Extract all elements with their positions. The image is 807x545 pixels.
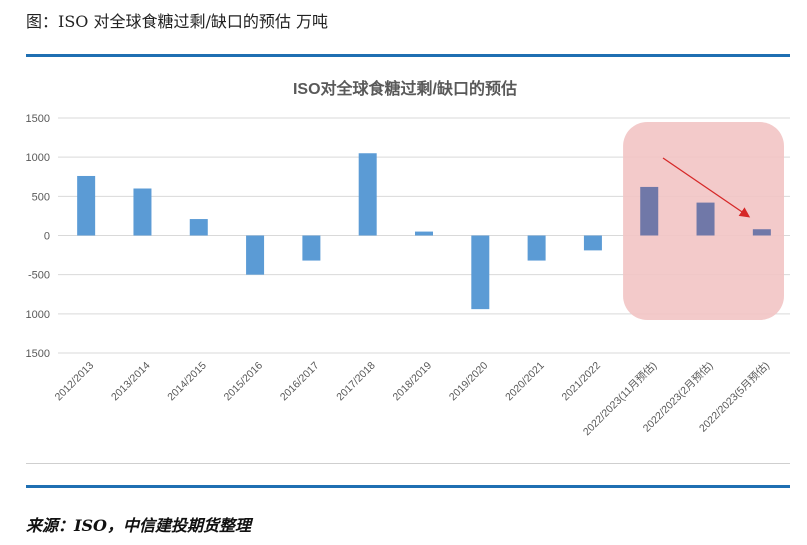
x-tick-label: 2015/2016 [222, 360, 266, 404]
bar [471, 235, 490, 310]
bar [527, 235, 546, 261]
x-tick-label: 2020/2021 [503, 360, 547, 404]
top-rule [26, 54, 790, 57]
x-tick-label: 2018/2019 [391, 360, 435, 404]
y-tick-label: 1000 [26, 152, 50, 164]
bar [77, 175, 96, 236]
y-tick-label: 1500 [26, 348, 50, 360]
bar [189, 219, 208, 236]
bottom-rule [26, 485, 790, 488]
x-tick-label: 2021/2022 [559, 360, 603, 404]
trend-arrow [662, 157, 751, 218]
x-tick-label: 2012/2013 [53, 360, 97, 404]
bar [302, 235, 321, 261]
bar [752, 229, 771, 236]
bar [246, 235, 265, 275]
bar [583, 235, 602, 251]
bar [640, 186, 659, 236]
bar [415, 231, 433, 236]
bar [696, 202, 715, 236]
source-note: 来源：ISO，中信建投期货整理 [26, 516, 251, 535]
x-tick-label: 2016/2017 [278, 360, 322, 404]
y-axis-ticks: 1500 1000 500 0 -500 1000 1500 [26, 113, 50, 360]
bar [133, 188, 152, 236]
y-tick-label: 1500 [26, 113, 50, 125]
x-tick-label: 2019/2020 [447, 360, 491, 404]
x-tick-label: 2017/2018 [334, 360, 378, 404]
chart-title: ISO对全球食糖过剩/缺口的预估 [293, 79, 517, 98]
bars [77, 153, 771, 310]
x-axis-ticks: 2012/2013 2013/2014 2014/2015 2015/2016 2016… [53, 359, 772, 438]
x-tick-label: 2014/2015 [165, 360, 209, 404]
y-tick-label: 500 [32, 191, 50, 203]
figure-caption: 图：ISO 对全球食糖过剩/缺口的预估 万吨 [26, 12, 328, 31]
y-tick-label: 1000 [26, 309, 50, 321]
bar-chart: ISO对全球食糖过剩/缺口的预估 150010005000-5001000150… [26, 79, 790, 438]
y-tick-label: -500 [28, 270, 50, 282]
x-tick-label: 2013/2014 [109, 360, 153, 404]
arrow-icon [662, 157, 751, 218]
bar [358, 153, 377, 236]
y-tick-label: 0 [44, 231, 50, 243]
chart-bottom-border [26, 463, 790, 464]
